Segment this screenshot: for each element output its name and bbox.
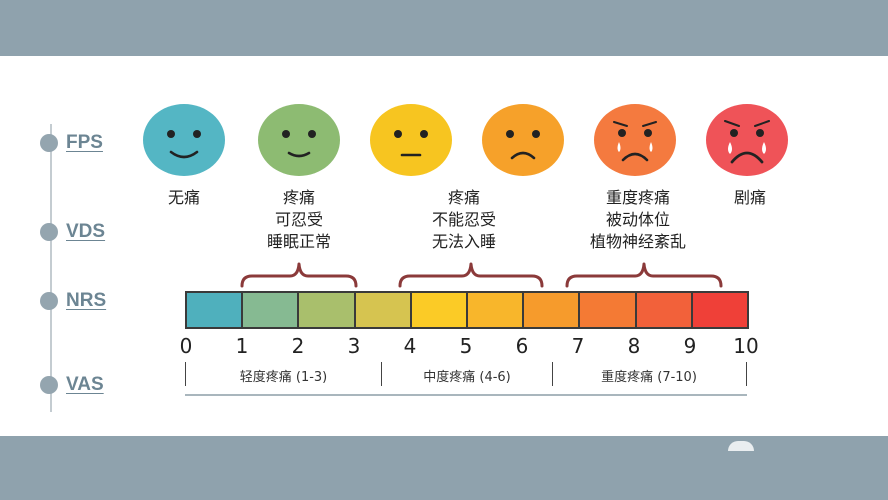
scale-dot-icon: [40, 376, 58, 394]
face-no-pain-icon: [141, 102, 227, 178]
bar-segment-9: [636, 293, 693, 327]
tick-label-4: 4: [403, 334, 417, 358]
bar-segment-7: [524, 293, 581, 327]
desc-moderate-line-2: 不能忍受: [431, 210, 496, 229]
desc-no-pain: 无痛: [167, 188, 200, 207]
face-worst-pain-icon: [704, 102, 790, 178]
face-moderate-pain-1-icon: [368, 102, 454, 178]
tick-label-7: 7: [571, 334, 585, 358]
desc-severe-line-3: 植物神经紊乱: [589, 232, 686, 251]
desc-moderate-line-1: 疼痛: [447, 188, 480, 207]
category-separator: [185, 362, 186, 386]
scale-axis-line: [50, 124, 52, 412]
tick-label-1: 1: [235, 334, 249, 358]
desc-severe-line-2: 被动体位: [605, 210, 670, 229]
desc-severe-pain: 重度疼痛 被动体位 植物神经紊乱: [560, 187, 716, 253]
bar-segment-6: [468, 293, 525, 327]
tick-label-0: 0: [179, 334, 193, 358]
bar-segment-4: [355, 293, 412, 327]
scale-dot-icon: [40, 223, 58, 241]
bracket-mild: [240, 262, 358, 288]
top-band: [0, 0, 888, 56]
scale-label-nrs[interactable]: NRS: [66, 290, 107, 311]
tick-label-9: 9: [683, 334, 697, 358]
face-moderate-pain-2-icon: [480, 102, 566, 178]
face-mild-pain-icon: [256, 102, 342, 178]
face-severe-pain-icon: [592, 102, 678, 178]
desc-mild-line-3: 睡眠正常: [266, 232, 331, 251]
bar-segment-2: [243, 293, 300, 327]
scale-item-nrs: NRS: [40, 289, 106, 313]
tick-label-3: 3: [347, 334, 361, 358]
bracket-moderate: [398, 262, 544, 288]
tick-label-6: 6: [515, 334, 529, 358]
scale-item-vas: VAS: [40, 373, 104, 397]
bar-segment-10: [692, 293, 748, 327]
tick-label-2: 2: [291, 334, 305, 358]
bar-segment-1: [187, 293, 244, 327]
desc-mild-line-1: 疼痛: [282, 188, 315, 207]
tick-label-10: 10: [733, 334, 759, 358]
scale-item-fps: FPS: [40, 131, 103, 155]
desc-mild-pain: 疼痛 可忍受 睡眠正常: [230, 187, 368, 253]
desc-moderate-pain: 疼痛 不能忍受 无法入睡: [394, 187, 534, 253]
bar-segment-5: [411, 293, 469, 327]
category-baseline: [185, 394, 747, 396]
category-separator: [746, 362, 747, 386]
scale-dot-icon: [40, 292, 58, 310]
bar-segment-8: [580, 293, 637, 327]
desc-severe-line-1: 重度疼痛: [605, 188, 670, 207]
bottom-band: [0, 436, 888, 500]
tick-label-8: 8: [627, 334, 641, 358]
desc-worst-pain: 剧痛: [733, 188, 766, 207]
category-separator: [381, 362, 382, 386]
scale-label-fps[interactable]: FPS: [66, 132, 103, 153]
scale-label-vas[interactable]: VAS: [66, 374, 104, 395]
scale-label-vds[interactable]: VDS: [66, 221, 106, 242]
bar-segment-3: [299, 293, 356, 327]
category-severe: 重度疼痛 (7-10): [601, 369, 697, 385]
desc-moderate-line-3: 无法入睡: [431, 232, 496, 251]
category-separator: [552, 362, 553, 386]
nrs-bar: [185, 291, 749, 329]
category-mild: 轻度疼痛 (1-3): [239, 369, 328, 385]
tick-label-5: 5: [459, 334, 473, 358]
bracket-severe: [565, 262, 723, 288]
scale-dot-icon: [40, 134, 58, 152]
desc-mild-line-2: 可忍受: [274, 210, 323, 229]
scale-item-vds: VDS: [40, 220, 105, 244]
corner-decoration-icon: [728, 441, 754, 451]
category-moderate: 中度疼痛 (4-6): [423, 369, 511, 385]
